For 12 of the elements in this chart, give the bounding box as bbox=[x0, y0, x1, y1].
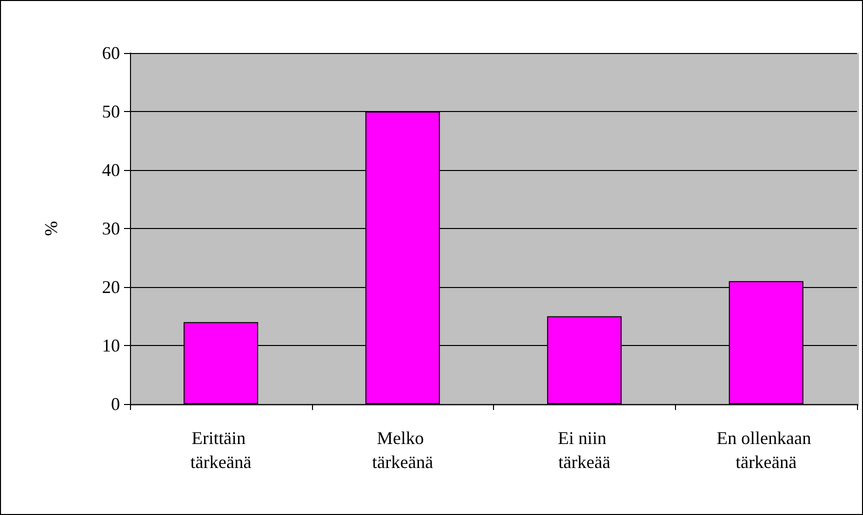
x-tick-label: Ei niin tärkeää bbox=[558, 428, 611, 472]
y-tick-label: 10 bbox=[102, 336, 120, 356]
y-axis-title: % bbox=[41, 221, 61, 236]
x-tick-label: Melko tärkeänä bbox=[372, 428, 434, 472]
x-tick-label: En ollenkaan tärkeänä bbox=[716, 428, 816, 472]
y-tick-label: 50 bbox=[102, 102, 120, 122]
x-tick-label: Erittäin tärkeänä bbox=[190, 428, 252, 472]
y-tick-label: 20 bbox=[102, 277, 120, 297]
y-tick-label: 0 bbox=[111, 394, 120, 414]
y-tick-label: 40 bbox=[102, 160, 120, 180]
y-tick-label: 60 bbox=[102, 43, 120, 63]
y-tick-label: 30 bbox=[102, 218, 120, 238]
